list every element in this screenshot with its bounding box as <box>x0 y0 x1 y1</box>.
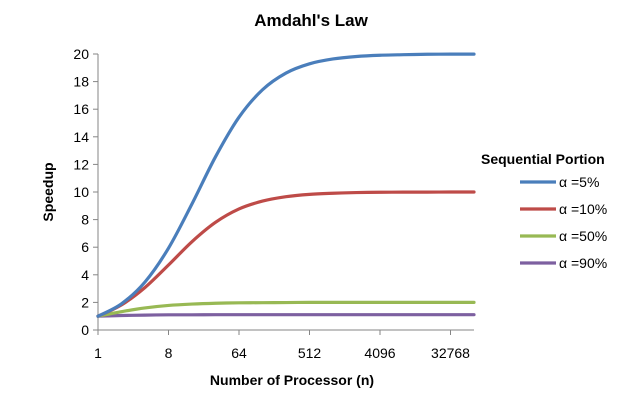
y-tick-label: 10 <box>73 184 89 200</box>
series-line <box>96 52 476 318</box>
legend-title: Sequential Portion <box>481 151 605 167</box>
x-tick-label: 8 <box>165 345 173 361</box>
y-tick-label: 12 <box>73 156 89 172</box>
y-axis-ticks: 0 2 4 6 8 10 12 14 16 18 20 <box>73 46 98 338</box>
chart-title: Amdahl's Law <box>254 11 368 30</box>
y-tick-label: 6 <box>81 239 89 255</box>
y-tick-label: 0 <box>81 322 89 338</box>
legend: Sequential Portion α =5% α =10% α =50% α =9… <box>481 151 607 271</box>
legend-label: α =10% <box>559 201 607 217</box>
y-tick-label: 4 <box>81 267 89 283</box>
x-axis-label: Number of Processor (n) <box>210 372 374 388</box>
y-tick-label: 14 <box>73 129 89 145</box>
y-tick-label: 8 <box>81 212 89 228</box>
series-line <box>96 190 476 318</box>
series-line <box>96 313 476 318</box>
x-tick-label: 1 <box>94 345 102 361</box>
x-tick-label: 4096 <box>364 345 395 361</box>
x-axis-ticks: 1 8 64 512 4096 32768 <box>94 330 470 361</box>
x-tick-label: 64 <box>231 345 247 361</box>
series-line <box>96 300 476 318</box>
legend-label: α =50% <box>559 228 607 244</box>
x-tick-label: 512 <box>298 345 322 361</box>
y-tick-label: 2 <box>81 294 89 310</box>
y-tick-label: 18 <box>73 74 89 90</box>
y-axis-label: Speedup <box>40 162 56 221</box>
y-tick-label: 20 <box>73 46 89 62</box>
legend-label: α =90% <box>559 255 607 271</box>
x-tick-label: 32768 <box>431 345 470 361</box>
legend-label: α =5% <box>559 174 599 190</box>
series-lines <box>96 52 476 318</box>
y-tick-label: 16 <box>73 101 89 117</box>
